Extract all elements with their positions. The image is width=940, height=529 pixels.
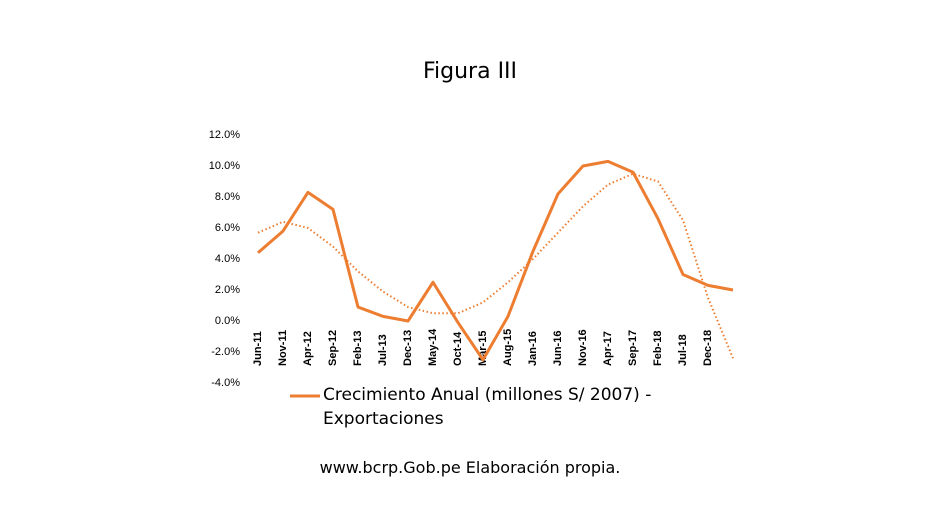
x-tick-label: Feb-13 [352, 331, 364, 366]
x-tick-label: Sep-17 [627, 330, 639, 366]
y-tick-label: -2.0% [211, 346, 240, 358]
y-tick-label: 12.0% [209, 129, 240, 141]
y-tick-label: 0.0% [215, 315, 240, 327]
x-tick-label: Apr-12 [302, 331, 314, 366]
y-tick-label: 2.0% [215, 284, 240, 296]
x-tick-label: Jun-11 [252, 331, 264, 366]
x-tick-label: Feb-18 [652, 331, 664, 366]
legend-label: Crecimiento Anual (millones S/ 2007) - E… [323, 385, 652, 429]
y-tick-label: -4.0% [211, 377, 240, 389]
x-tick-label: Jun-16 [552, 331, 564, 366]
chart-title: Figura III [423, 59, 517, 84]
x-tick-label: Nov-11 [277, 330, 289, 366]
x-tick-label: Jan-16 [527, 331, 539, 366]
x-tick-label: Dec-18 [702, 330, 714, 366]
y-tick-label: 6.0% [215, 222, 240, 234]
data-line [257, 159, 734, 362]
y-tick-label: 8.0% [215, 191, 240, 203]
y-tick-label: 4.0% [215, 253, 240, 265]
x-tick-label: Apr-17 [602, 331, 614, 366]
x-tick-label: Nov-16 [577, 329, 589, 366]
x-tick-label: Jul-18 [677, 334, 689, 366]
x-tick-label: Sep-12 [327, 330, 339, 366]
x-tick-label: May-14 [427, 328, 439, 366]
x-tick-label: Jul-13 [377, 334, 389, 366]
x-tick-label: Oct-14 [452, 331, 464, 366]
y-tick-label: 10.0% [209, 160, 240, 172]
x-tick-label: Dec-13 [402, 330, 414, 366]
source-note: www.bcrp.Gob.pe Elaboración propia. [319, 458, 621, 477]
x-tick-label: Aug-15 [502, 329, 514, 366]
